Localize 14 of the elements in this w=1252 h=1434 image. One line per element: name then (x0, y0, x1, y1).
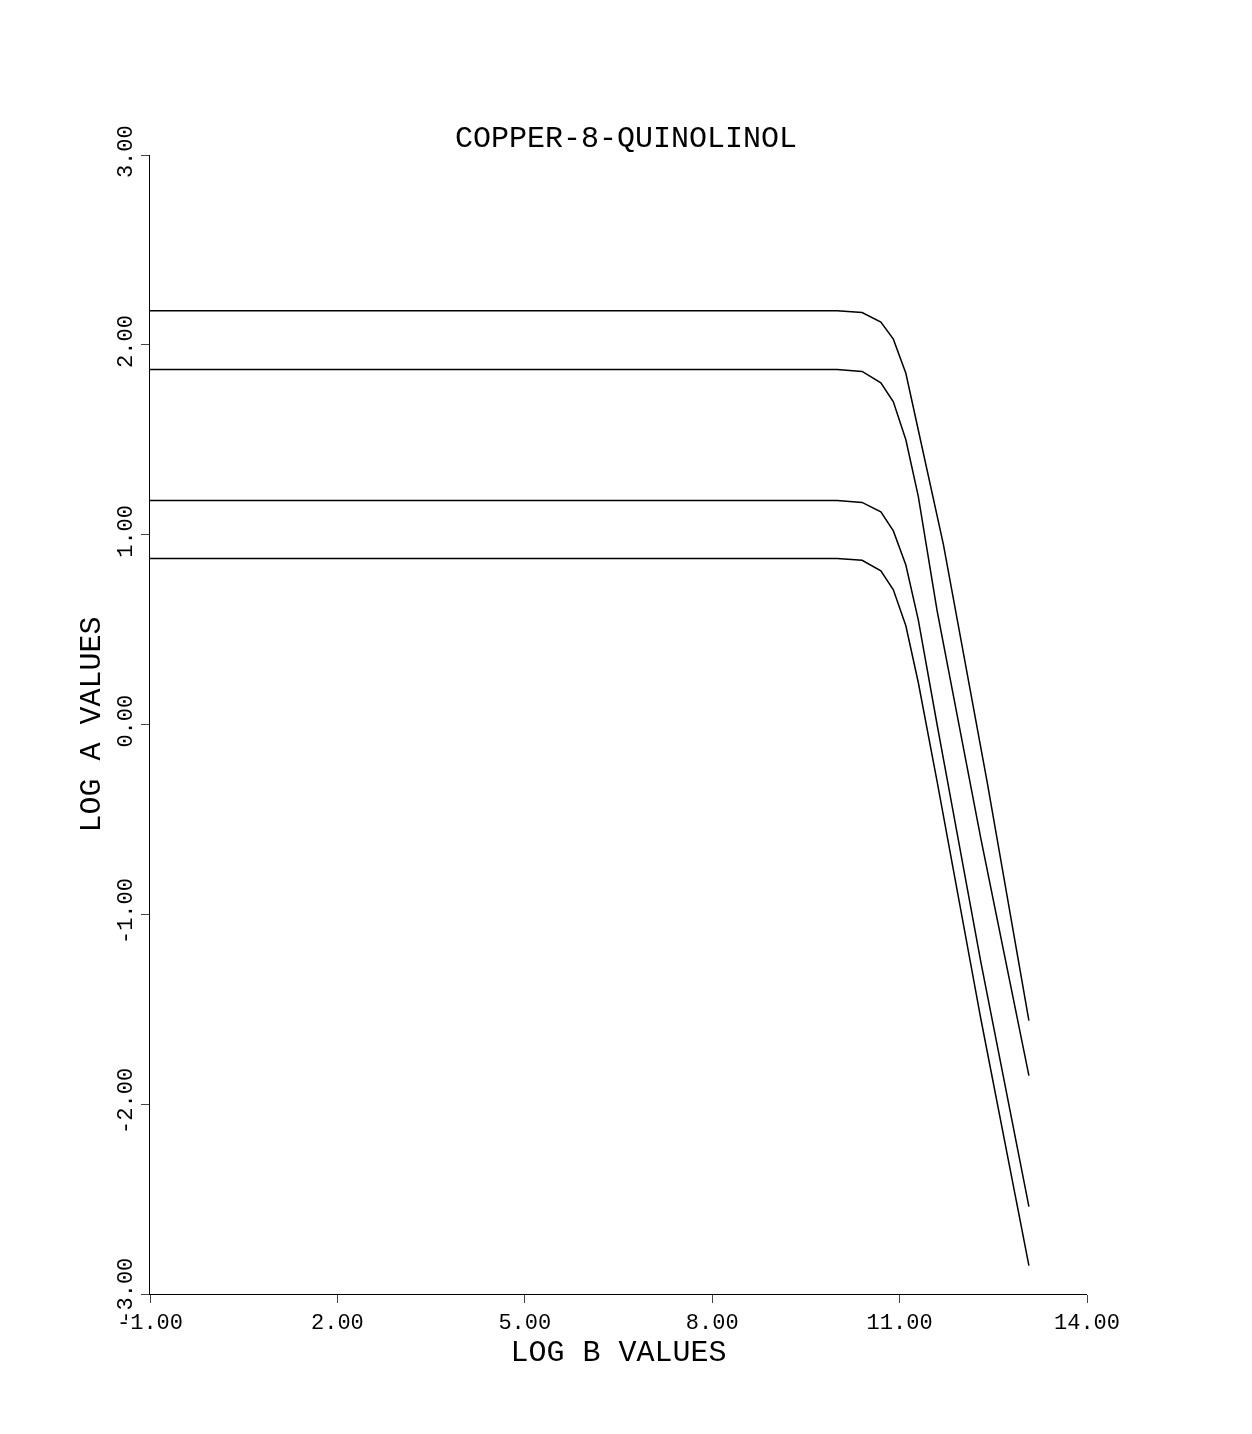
y-tick-label: 2.00 (114, 315, 140, 368)
x-tick-label: 8.00 (685, 1311, 739, 1337)
y-tick-label: 0.00 (114, 694, 140, 748)
y-tick-label: -2.00 (114, 1067, 140, 1134)
x-tick-label: 11.00 (866, 1311, 933, 1337)
x-tick-label: 14.00 (1053, 1311, 1121, 1337)
y-tick-label: 1.00 (114, 504, 140, 558)
y-axis-title: LOG A VALUES (75, 616, 110, 833)
y-tick-label: -1.00 (114, 878, 140, 945)
chart-title: COPPER-8-QUINOLINOL (454, 121, 798, 156)
x-axis-title: LOG B VALUES (510, 1336, 727, 1371)
x-tick-label: 2.00 (310, 1311, 364, 1337)
x-tick-label: 5.00 (498, 1311, 552, 1337)
y-tick-label: 3.00 (114, 125, 140, 179)
